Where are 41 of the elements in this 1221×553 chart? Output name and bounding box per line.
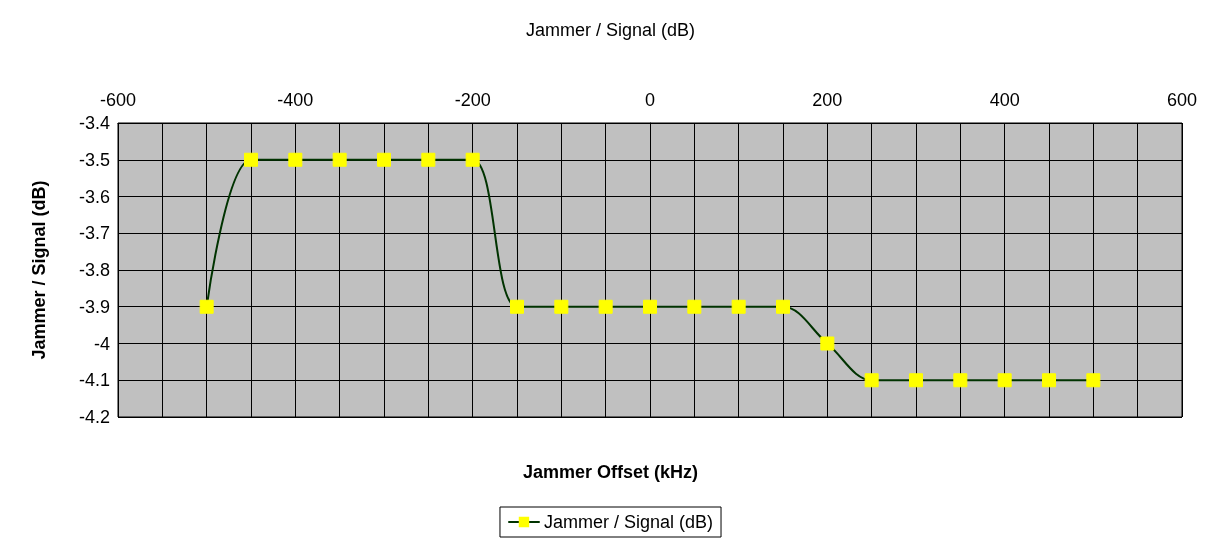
point: [377, 152, 391, 167]
point: [465, 152, 480, 167]
x-tick-label: -200: [454, 90, 491, 110]
x-tick-label: -600: [99, 90, 137, 110]
y-tick-label: -3.8: [78, 260, 110, 280]
point: [731, 299, 746, 314]
y-tick-label: -3.5: [78, 149, 110, 170]
point: [598, 299, 613, 314]
x-axis-title: Jammer Offset (kHz): [522, 462, 699, 482]
point: [643, 299, 657, 314]
point: [421, 152, 436, 167]
x-tick-label: 0: [644, 90, 656, 110]
y-tick-label: -3.7: [78, 223, 110, 244]
point: [997, 373, 1012, 388]
point: [776, 299, 790, 314]
point: [1086, 373, 1101, 388]
chart-title: Jammer / Signal (dB): [525, 20, 696, 40]
point: [953, 373, 968, 388]
point: [820, 336, 835, 351]
x-tick-label: 600: [1166, 90, 1198, 110]
x-tick-label: 200: [812, 90, 843, 110]
point: [1042, 373, 1056, 388]
x-tick-label: -400: [277, 90, 314, 110]
point: [864, 373, 879, 388]
y-tick-label: -4.2: [78, 407, 110, 427]
point: [332, 152, 347, 167]
y-tick-label: -3.9: [78, 296, 110, 317]
legend-label: Jammer / Signal (dB): [543, 512, 714, 532]
y-tick-label: -3.6: [78, 186, 110, 207]
point: [288, 152, 303, 167]
y-tick-label: -3.4: [78, 113, 110, 133]
y-tick-label: -4: [93, 333, 110, 354]
y-tick-label: -4.1: [78, 370, 110, 391]
x-tick-label: 400: [989, 90, 1020, 110]
y-axis-title: Jammer / Signal (dB): [29, 180, 49, 360]
point: [510, 299, 524, 314]
point: [199, 299, 214, 314]
point: [244, 152, 258, 167]
point: [554, 299, 569, 314]
point: [687, 299, 702, 314]
point: [909, 373, 923, 388]
